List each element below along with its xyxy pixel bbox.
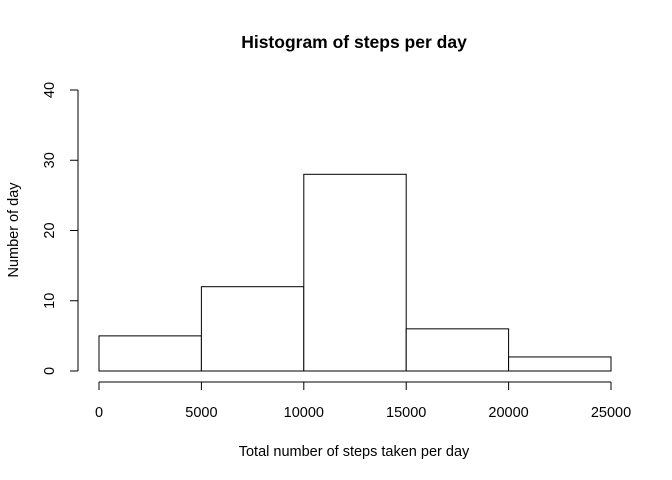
x-tick-label: 25000 — [591, 405, 631, 421]
x-tick-label: 10000 — [284, 405, 324, 421]
y-axis-label: Number of day — [6, 182, 22, 278]
histogram-bar — [200, 286, 305, 372]
y-tick-label: 40 — [42, 82, 58, 98]
y-tick-label: 0 — [42, 367, 58, 375]
y-axis: 0 10 20 30 40 — [42, 82, 79, 375]
histogram-bar — [405, 328, 510, 372]
bars-group — [98, 173, 612, 372]
chart-title: Histogram of steps per day — [241, 32, 467, 52]
x-axis: 0 5000 10000 15000 20000 25000 — [95, 381, 631, 421]
histogram-bar — [508, 356, 612, 372]
y-tick-label: 30 — [42, 152, 58, 168]
y-tick-label: 10 — [42, 293, 58, 309]
x-tick-label: 0 — [95, 405, 103, 421]
histogram-bar — [98, 335, 202, 372]
y-tick-label: 20 — [42, 222, 58, 238]
x-axis-label: Total number of steps taken per day — [239, 444, 470, 460]
x-tick-label: 20000 — [488, 405, 528, 421]
histogram-bar — [303, 173, 407, 372]
x-tick-label: 5000 — [185, 405, 217, 421]
x-tick-label: 15000 — [386, 405, 426, 421]
